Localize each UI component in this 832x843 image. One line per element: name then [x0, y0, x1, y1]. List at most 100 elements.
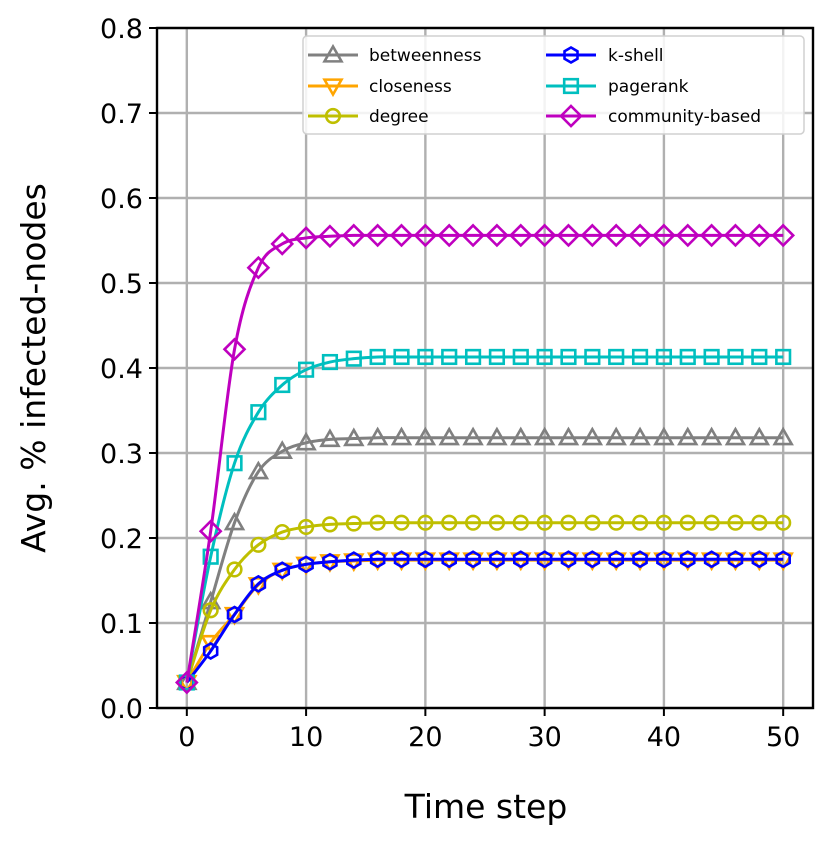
data-point: [604, 223, 629, 248]
legend-label: betweenness: [369, 46, 482, 66]
data-point: [417, 514, 434, 531]
legend: betweenness closeness degree k-shell pageran…: [302, 35, 805, 135]
data-point: [560, 348, 577, 366]
y-tick-label: 0.3: [100, 439, 143, 470]
data-point: [462, 426, 484, 446]
data-point: [271, 440, 293, 459]
data-point: [369, 348, 386, 366]
data-point: [464, 348, 482, 366]
y-tick-label: 0.5: [100, 269, 143, 300]
data-point: [560, 550, 577, 569]
legend-label: closeness: [369, 77, 452, 97]
data-point: [700, 426, 723, 446]
data-point: [679, 514, 696, 531]
data-point: [297, 518, 315, 536]
data-point: [703, 550, 720, 569]
data-point: [584, 550, 601, 569]
x-tick-label: 0: [178, 722, 195, 753]
data-point: [512, 514, 529, 531]
data-point: [417, 550, 434, 569]
data-point: [222, 337, 247, 362]
legend-entry: betweenness: [308, 43, 482, 66]
data-point: [727, 348, 744, 366]
data-point: [226, 605, 243, 624]
data-point: [413, 223, 438, 248]
legend-marker: [563, 45, 579, 65]
data-point: [322, 552, 338, 571]
data-point: [390, 552, 413, 572]
data-point: [703, 348, 720, 366]
data-point: [652, 223, 676, 248]
data-point: [417, 348, 434, 366]
series-line: [185, 521, 784, 683]
data-point: [536, 514, 553, 531]
data-point: [557, 552, 580, 572]
data-point: [465, 550, 481, 569]
x-tick-label: 30: [527, 722, 561, 753]
data-point: [700, 552, 723, 572]
y-tick-label: 0.6: [100, 184, 143, 215]
data-point: [584, 348, 601, 366]
data-point: [343, 427, 365, 447]
data-point: [441, 514, 458, 531]
data-point: [751, 514, 768, 531]
data-point: [703, 514, 720, 531]
series-layer: [174, 223, 796, 695]
x-axis-label: Time step: [404, 787, 568, 826]
data-point: [723, 223, 748, 248]
data-point: [297, 361, 315, 378]
legend-label: community-based: [608, 107, 761, 127]
data-point: [632, 550, 648, 569]
data-point: [202, 548, 219, 565]
data-point: [510, 426, 532, 446]
data-point: [581, 552, 604, 572]
data-point: [485, 223, 509, 248]
data-point: [295, 431, 317, 451]
data-point: [414, 426, 437, 446]
legend-entry: community-based: [546, 104, 761, 128]
data-point: [486, 426, 508, 446]
data-point: [366, 426, 389, 446]
data-point: [747, 223, 772, 248]
data-point: [605, 426, 627, 446]
data-point: [556, 223, 581, 248]
data-point: [438, 426, 460, 446]
data-point: [629, 552, 651, 572]
data-point: [631, 514, 649, 531]
legend-entry: pagerank: [546, 77, 689, 97]
series-line: [185, 557, 784, 684]
y-tick-label: 0.1: [100, 609, 143, 640]
data-point: [343, 553, 365, 573]
data-point: [655, 348, 673, 366]
data-point: [393, 514, 410, 531]
data-point: [775, 514, 792, 531]
series-pagerank: [178, 348, 792, 691]
legend-entry: closeness: [308, 77, 452, 98]
data-point: [653, 426, 675, 446]
series-community-based: [174, 223, 796, 695]
data-point: [321, 353, 339, 371]
series-line: [185, 558, 784, 684]
data-point: [488, 514, 506, 531]
data-point: [751, 348, 768, 366]
data-point: [533, 426, 556, 446]
data-point: [441, 550, 458, 569]
legend-label: k-shell: [608, 46, 664, 66]
data-point: [318, 224, 342, 249]
data-point: [584, 514, 601, 531]
data-point: [390, 426, 413, 446]
data-point: [748, 426, 771, 446]
data-point: [250, 404, 267, 421]
data-point: [461, 223, 485, 248]
data-point: [677, 426, 699, 446]
data-point: [775, 348, 792, 366]
series-degree: [178, 514, 792, 691]
data-point: [489, 550, 505, 569]
data-point: [724, 426, 747, 446]
data-point: [321, 516, 339, 533]
x-tick-label: 10: [289, 722, 323, 753]
data-point: [608, 550, 624, 569]
data-point: [677, 552, 699, 572]
data-point: [655, 514, 673, 531]
